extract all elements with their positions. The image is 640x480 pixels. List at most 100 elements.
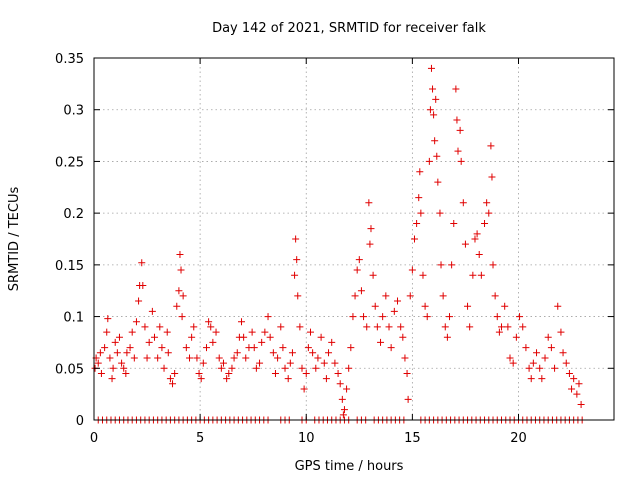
data-point xyxy=(519,323,527,331)
data-point xyxy=(421,302,429,310)
axis-ticks xyxy=(93,57,614,421)
data-point xyxy=(394,297,402,305)
data-point xyxy=(495,328,503,336)
data-point xyxy=(207,323,215,331)
data-point xyxy=(109,364,117,372)
data-point xyxy=(481,219,489,227)
data-point xyxy=(328,338,336,346)
data-point xyxy=(433,152,441,160)
data-point xyxy=(292,235,300,243)
data-point xyxy=(512,333,520,341)
data-point xyxy=(379,313,387,321)
data-point xyxy=(416,168,424,176)
data-point xyxy=(554,302,562,310)
data-point xyxy=(293,256,301,264)
data-point xyxy=(498,323,506,331)
data-point xyxy=(570,375,578,383)
data-point xyxy=(156,323,164,331)
data-point xyxy=(177,266,185,274)
data-point xyxy=(300,385,308,393)
data-point xyxy=(120,364,128,372)
data-point xyxy=(264,313,272,321)
data-point xyxy=(205,318,213,326)
data-point xyxy=(209,338,217,346)
data-point xyxy=(312,364,320,372)
data-point xyxy=(188,333,196,341)
data-point xyxy=(339,411,347,419)
data-point xyxy=(126,344,134,352)
x-tick-label: 5 xyxy=(196,431,204,446)
data-point xyxy=(448,261,456,269)
data-point xyxy=(101,344,109,352)
data-point xyxy=(284,375,292,383)
y-axis-label: SRMTID / TECUs xyxy=(7,187,22,292)
data-point xyxy=(178,313,186,321)
data-point xyxy=(158,344,166,352)
data-point xyxy=(261,328,269,336)
data-point xyxy=(551,364,559,372)
data-point xyxy=(434,178,442,186)
x-tick-label: 20 xyxy=(510,431,527,446)
data-point xyxy=(477,271,485,279)
data-point xyxy=(130,354,138,362)
data-point xyxy=(382,292,390,300)
data-point xyxy=(248,328,256,336)
data-point xyxy=(145,338,153,346)
data-point xyxy=(160,364,168,372)
data-point xyxy=(314,354,322,362)
data-point xyxy=(334,369,342,377)
data-point xyxy=(132,318,140,326)
data-point xyxy=(286,359,294,367)
y-tick-label: 0.05 xyxy=(55,362,84,377)
data-point xyxy=(215,354,223,362)
x-tick-label: 15 xyxy=(404,431,421,446)
data-point xyxy=(304,344,312,352)
data-point xyxy=(195,369,203,377)
data-point xyxy=(509,359,517,367)
data-point xyxy=(212,328,220,336)
data-point xyxy=(423,313,431,321)
data-point xyxy=(425,157,433,165)
data-point xyxy=(432,95,440,103)
data-point xyxy=(469,271,477,279)
data-point xyxy=(573,390,581,398)
data-point xyxy=(219,359,227,367)
data-point xyxy=(176,251,184,259)
data-point xyxy=(331,359,339,367)
data-point xyxy=(473,230,481,238)
data-point xyxy=(385,323,393,331)
data-point xyxy=(135,297,143,305)
data-point xyxy=(242,354,250,362)
y-tick-label: 0.2 xyxy=(63,207,84,222)
data-point xyxy=(186,354,194,362)
data-point xyxy=(450,219,458,227)
data-point xyxy=(371,302,379,310)
data-point xyxy=(274,354,282,362)
data-point xyxy=(401,354,409,362)
data-point xyxy=(306,328,314,336)
data-point xyxy=(230,354,238,362)
data-point xyxy=(271,369,279,377)
data-point xyxy=(288,349,296,357)
data-point xyxy=(415,194,423,202)
data-point xyxy=(225,369,233,377)
data-point xyxy=(193,354,201,362)
data-point xyxy=(491,292,499,300)
data-point xyxy=(320,359,328,367)
data-point xyxy=(357,287,365,295)
data-point xyxy=(544,333,552,341)
data-point xyxy=(417,209,425,217)
data-point xyxy=(291,271,299,279)
data-point xyxy=(143,354,151,362)
data-point xyxy=(179,292,187,300)
y-tick-label: 0.25 xyxy=(55,155,84,170)
data-point xyxy=(269,349,277,357)
data-point xyxy=(202,344,210,352)
data-point xyxy=(437,261,445,269)
data-point xyxy=(281,364,289,372)
data-point xyxy=(457,157,465,165)
data-point xyxy=(128,328,136,336)
data-point xyxy=(94,359,102,367)
data-point xyxy=(466,323,474,331)
